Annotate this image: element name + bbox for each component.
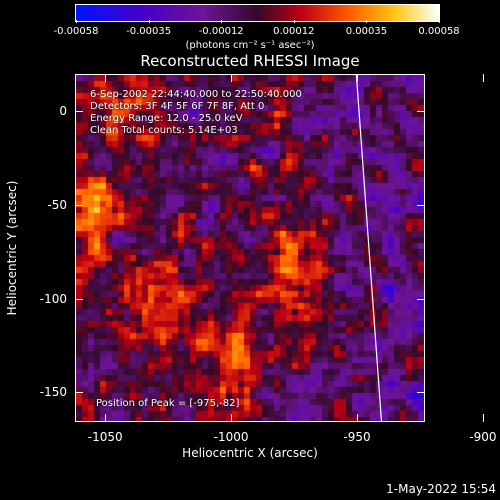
info-counts: Clean Total counts: 5.14E+03 xyxy=(90,125,238,136)
peak-position-label: Position of Peak = [-975,-82] xyxy=(96,398,240,409)
colorbar-tick-label: -0.00035 xyxy=(126,26,172,37)
info-detectors: Detectors: 3F 4F 5F 6F 7F 8F, Att 0 xyxy=(90,101,265,112)
colorbar-tick-label: -0.00058 xyxy=(53,26,99,37)
colorbar-tick-mark xyxy=(148,20,150,23)
info-time-range: 6-Sep-2002 22:44:40.000 to 22:50:40.000 xyxy=(90,89,302,100)
colorbar-tick-label: 0.00012 xyxy=(273,26,315,37)
x-tick-mark xyxy=(231,414,233,422)
x-tick-mark xyxy=(357,74,358,82)
colorbar-tick-mark xyxy=(293,20,295,23)
solar-limb-line xyxy=(355,75,383,421)
x-tick-mark xyxy=(105,414,107,422)
x-axis-label: Heliocentric X (arcsec) xyxy=(182,446,318,460)
colorbar-tick-label: -0.00012 xyxy=(198,26,244,37)
y-tick-label: -50 xyxy=(47,197,67,212)
y-tick-mark xyxy=(75,111,83,113)
colorbar-tick-mark xyxy=(221,20,223,23)
y-tick-label: -150 xyxy=(39,385,67,400)
plot-area: 6-Sep-2002 22:44:40.000 to 22:50:40.000 … xyxy=(75,74,425,422)
chart-title: Reconstructed RHESSI Image xyxy=(140,52,360,70)
x-tick-mark xyxy=(105,74,107,82)
colorbar-tick-mark xyxy=(366,20,368,23)
y-tick-label: 0 xyxy=(59,104,67,119)
y-tick-mark xyxy=(417,111,425,113)
y-tick-mark xyxy=(417,392,425,394)
colorbar-tick-label: 0.00058 xyxy=(418,26,460,37)
x-tick-mark xyxy=(482,74,484,82)
y-axis-label: Heliocentric Y (arcsec) xyxy=(5,180,19,316)
colorbar xyxy=(75,4,440,22)
x-tick-label: -950 xyxy=(343,430,371,444)
y-tick-mark xyxy=(75,204,83,206)
colorbar-gradient xyxy=(76,5,439,21)
info-energy-range: Energy Range: 12.0 - 25.0 keV xyxy=(90,113,243,124)
x-tick-label: -1050 xyxy=(87,430,123,444)
colorbar-tick-mark xyxy=(439,20,440,23)
x-tick-mark xyxy=(357,414,358,422)
limb-overlay xyxy=(355,75,383,421)
colorbar-tick-label: 0.00035 xyxy=(345,26,388,37)
colorbar-tick-mark xyxy=(76,20,77,23)
y-tick-mark xyxy=(75,392,83,394)
x-tick-label: -1000 xyxy=(213,430,249,444)
y-tick-mark xyxy=(75,298,83,300)
x-tick-mark xyxy=(231,74,233,82)
x-tick-label: -900 xyxy=(469,430,497,444)
x-tick-mark xyxy=(482,414,484,422)
y-tick-mark xyxy=(417,204,425,206)
colorbar-units: (photons cm⁻² s⁻¹ asec⁻²) xyxy=(185,40,315,51)
timestamp: 1-May-2022 15:54 xyxy=(386,482,496,496)
heatmap-image xyxy=(76,75,424,421)
y-tick-mark xyxy=(417,298,425,300)
y-tick-label: -100 xyxy=(39,291,67,306)
